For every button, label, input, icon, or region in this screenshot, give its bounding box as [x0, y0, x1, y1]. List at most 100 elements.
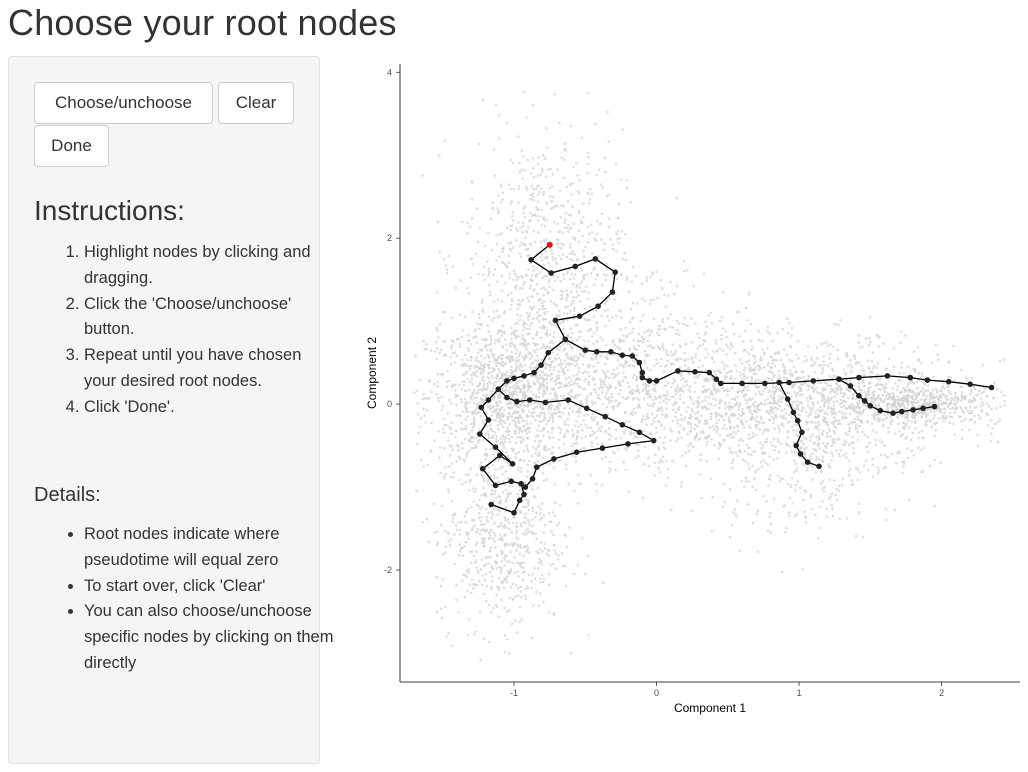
trajectory-node[interactable]	[898, 408, 905, 415]
trajectory-node[interactable]	[776, 379, 782, 386]
trajectory-node[interactable]	[511, 510, 517, 516]
trajectory-node[interactable]	[836, 376, 842, 383]
trajectory-node[interactable]	[576, 313, 583, 320]
trajectory-node[interactable]	[790, 409, 797, 416]
trajectory-node[interactable]	[890, 410, 896, 417]
trajectory-node[interactable]	[583, 405, 590, 412]
trajectory-node[interactable]	[504, 378, 510, 384]
trajectory-node[interactable]	[625, 441, 631, 447]
trajectory-node[interactable]	[816, 463, 822, 470]
trajectory-node[interactable]	[492, 482, 499, 489]
trajectory-node[interactable]	[861, 398, 868, 404]
trajectory-node[interactable]	[924, 377, 931, 383]
trajectory-node[interactable]	[485, 417, 492, 423]
trajectory-node[interactable]	[867, 403, 874, 409]
trajectory-node[interactable]	[531, 369, 537, 376]
trajectory-node[interactable]	[504, 394, 510, 401]
trajectory-node[interactable]	[619, 422, 626, 428]
trajectory-node[interactable]	[551, 456, 557, 462]
trajectory-node[interactable]	[794, 417, 801, 424]
trajectory-node[interactable]	[629, 353, 636, 359]
trajectory-node[interactable]	[529, 476, 536, 482]
trajectory-node[interactable]	[478, 404, 484, 411]
trajectory-node[interactable]	[508, 478, 514, 485]
trajectory-node[interactable]	[595, 303, 601, 309]
trajectory-node[interactable]	[516, 497, 523, 504]
trajectory-node[interactable]	[592, 256, 599, 262]
trajectory-node[interactable]	[931, 403, 938, 410]
trajectory-node[interactable]	[528, 257, 534, 263]
trajectory-node[interactable]	[619, 352, 626, 359]
trajectory-node[interactable]	[488, 501, 494, 508]
trajectory-node[interactable]	[910, 407, 916, 413]
trajectory-node[interactable]	[713, 376, 720, 383]
trajectory-nodes[interactable]	[477, 241, 995, 516]
trajectory-node[interactable]	[646, 378, 653, 384]
trajectory-node[interactable]	[762, 380, 768, 387]
clear-button[interactable]: Clear	[218, 82, 294, 124]
trajectory-node[interactable]	[856, 393, 862, 399]
trajectory-node[interactable]	[562, 336, 569, 343]
trajectory-node[interactable]	[542, 399, 549, 406]
trajectory-node[interactable]	[608, 349, 614, 355]
trajectory-node[interactable]	[609, 289, 616, 295]
trajectory-node[interactable]	[793, 442, 799, 449]
trajectory-node[interactable]	[552, 317, 559, 324]
trajectory-plot[interactable]: -1 0 1 2 -2 0 2 4 Component 1 Component 2	[330, 56, 1025, 720]
trajectory-node[interactable]	[479, 466, 486, 472]
trajectory-node[interactable]	[675, 368, 681, 374]
trajectory-node[interactable]	[650, 437, 657, 444]
trajectory-node[interactable]	[599, 445, 606, 451]
trajectory-node[interactable]	[511, 375, 517, 382]
trajectory-node[interactable]	[497, 452, 503, 459]
trajectory-node[interactable]	[521, 491, 527, 498]
trajectory-node[interactable]	[514, 398, 520, 405]
trajectory-node[interactable]	[967, 381, 973, 388]
trajectory-node[interactable]	[804, 459, 811, 466]
trajectory-node[interactable]	[810, 378, 817, 384]
trajectory-node[interactable]	[847, 383, 854, 389]
trajectory-node[interactable]	[786, 379, 792, 386]
trajectory-node[interactable]	[945, 378, 952, 385]
trajectory-node[interactable]	[717, 380, 724, 387]
trajectory-node[interactable]	[639, 369, 646, 376]
trajectory-node[interactable]	[572, 263, 579, 270]
trajectory-node[interactable]	[653, 378, 660, 384]
trajectory-node[interactable]	[485, 397, 492, 403]
trajectory-node[interactable]	[639, 374, 646, 381]
trajectory-node[interactable]	[582, 347, 589, 354]
done-button[interactable]: Done	[34, 125, 109, 167]
trajectory-node[interactable]	[784, 396, 791, 402]
trajectory-node[interactable]	[477, 431, 483, 437]
trajectory-node[interactable]	[602, 413, 608, 420]
trajectory-node[interactable]	[538, 362, 544, 368]
trajectory-node[interactable]	[521, 373, 527, 379]
trajectory-node[interactable]	[509, 461, 516, 467]
trajectory-node[interactable]	[739, 380, 745, 387]
trajectory-node[interactable]	[593, 349, 600, 355]
selected-root-node[interactable]	[546, 241, 553, 248]
trajectory-node[interactable]	[692, 369, 698, 375]
trajectory-node[interactable]	[920, 405, 926, 412]
trajectory-node[interactable]	[522, 484, 529, 490]
trajectory-node[interactable]	[526, 397, 533, 403]
trajectory-node[interactable]	[877, 407, 884, 414]
trajectory-node[interactable]	[518, 480, 524, 487]
trajectory-node[interactable]	[636, 429, 643, 436]
trajectory-node[interactable]	[495, 386, 502, 393]
trajectory-node[interactable]	[545, 349, 551, 356]
trajectory-node[interactable]	[548, 270, 554, 276]
trajectory-node[interactable]	[565, 397, 571, 403]
trajectory-node[interactable]	[856, 374, 862, 381]
trajectory-node[interactable]	[799, 429, 805, 436]
trajectory-node[interactable]	[706, 369, 713, 376]
trajectory-node[interactable]	[573, 449, 580, 456]
trajectory-node[interactable]	[636, 359, 643, 366]
choose-unchoose-button[interactable]: Choose/unchoose	[34, 82, 213, 124]
trajectory-node[interactable]	[907, 374, 914, 381]
trajectory-node[interactable]	[884, 373, 891, 379]
trajectory-node[interactable]	[988, 384, 995, 391]
trajectory-node[interactable]	[797, 451, 804, 457]
trajectory-node[interactable]	[534, 464, 540, 471]
trajectory-node[interactable]	[612, 269, 618, 275]
